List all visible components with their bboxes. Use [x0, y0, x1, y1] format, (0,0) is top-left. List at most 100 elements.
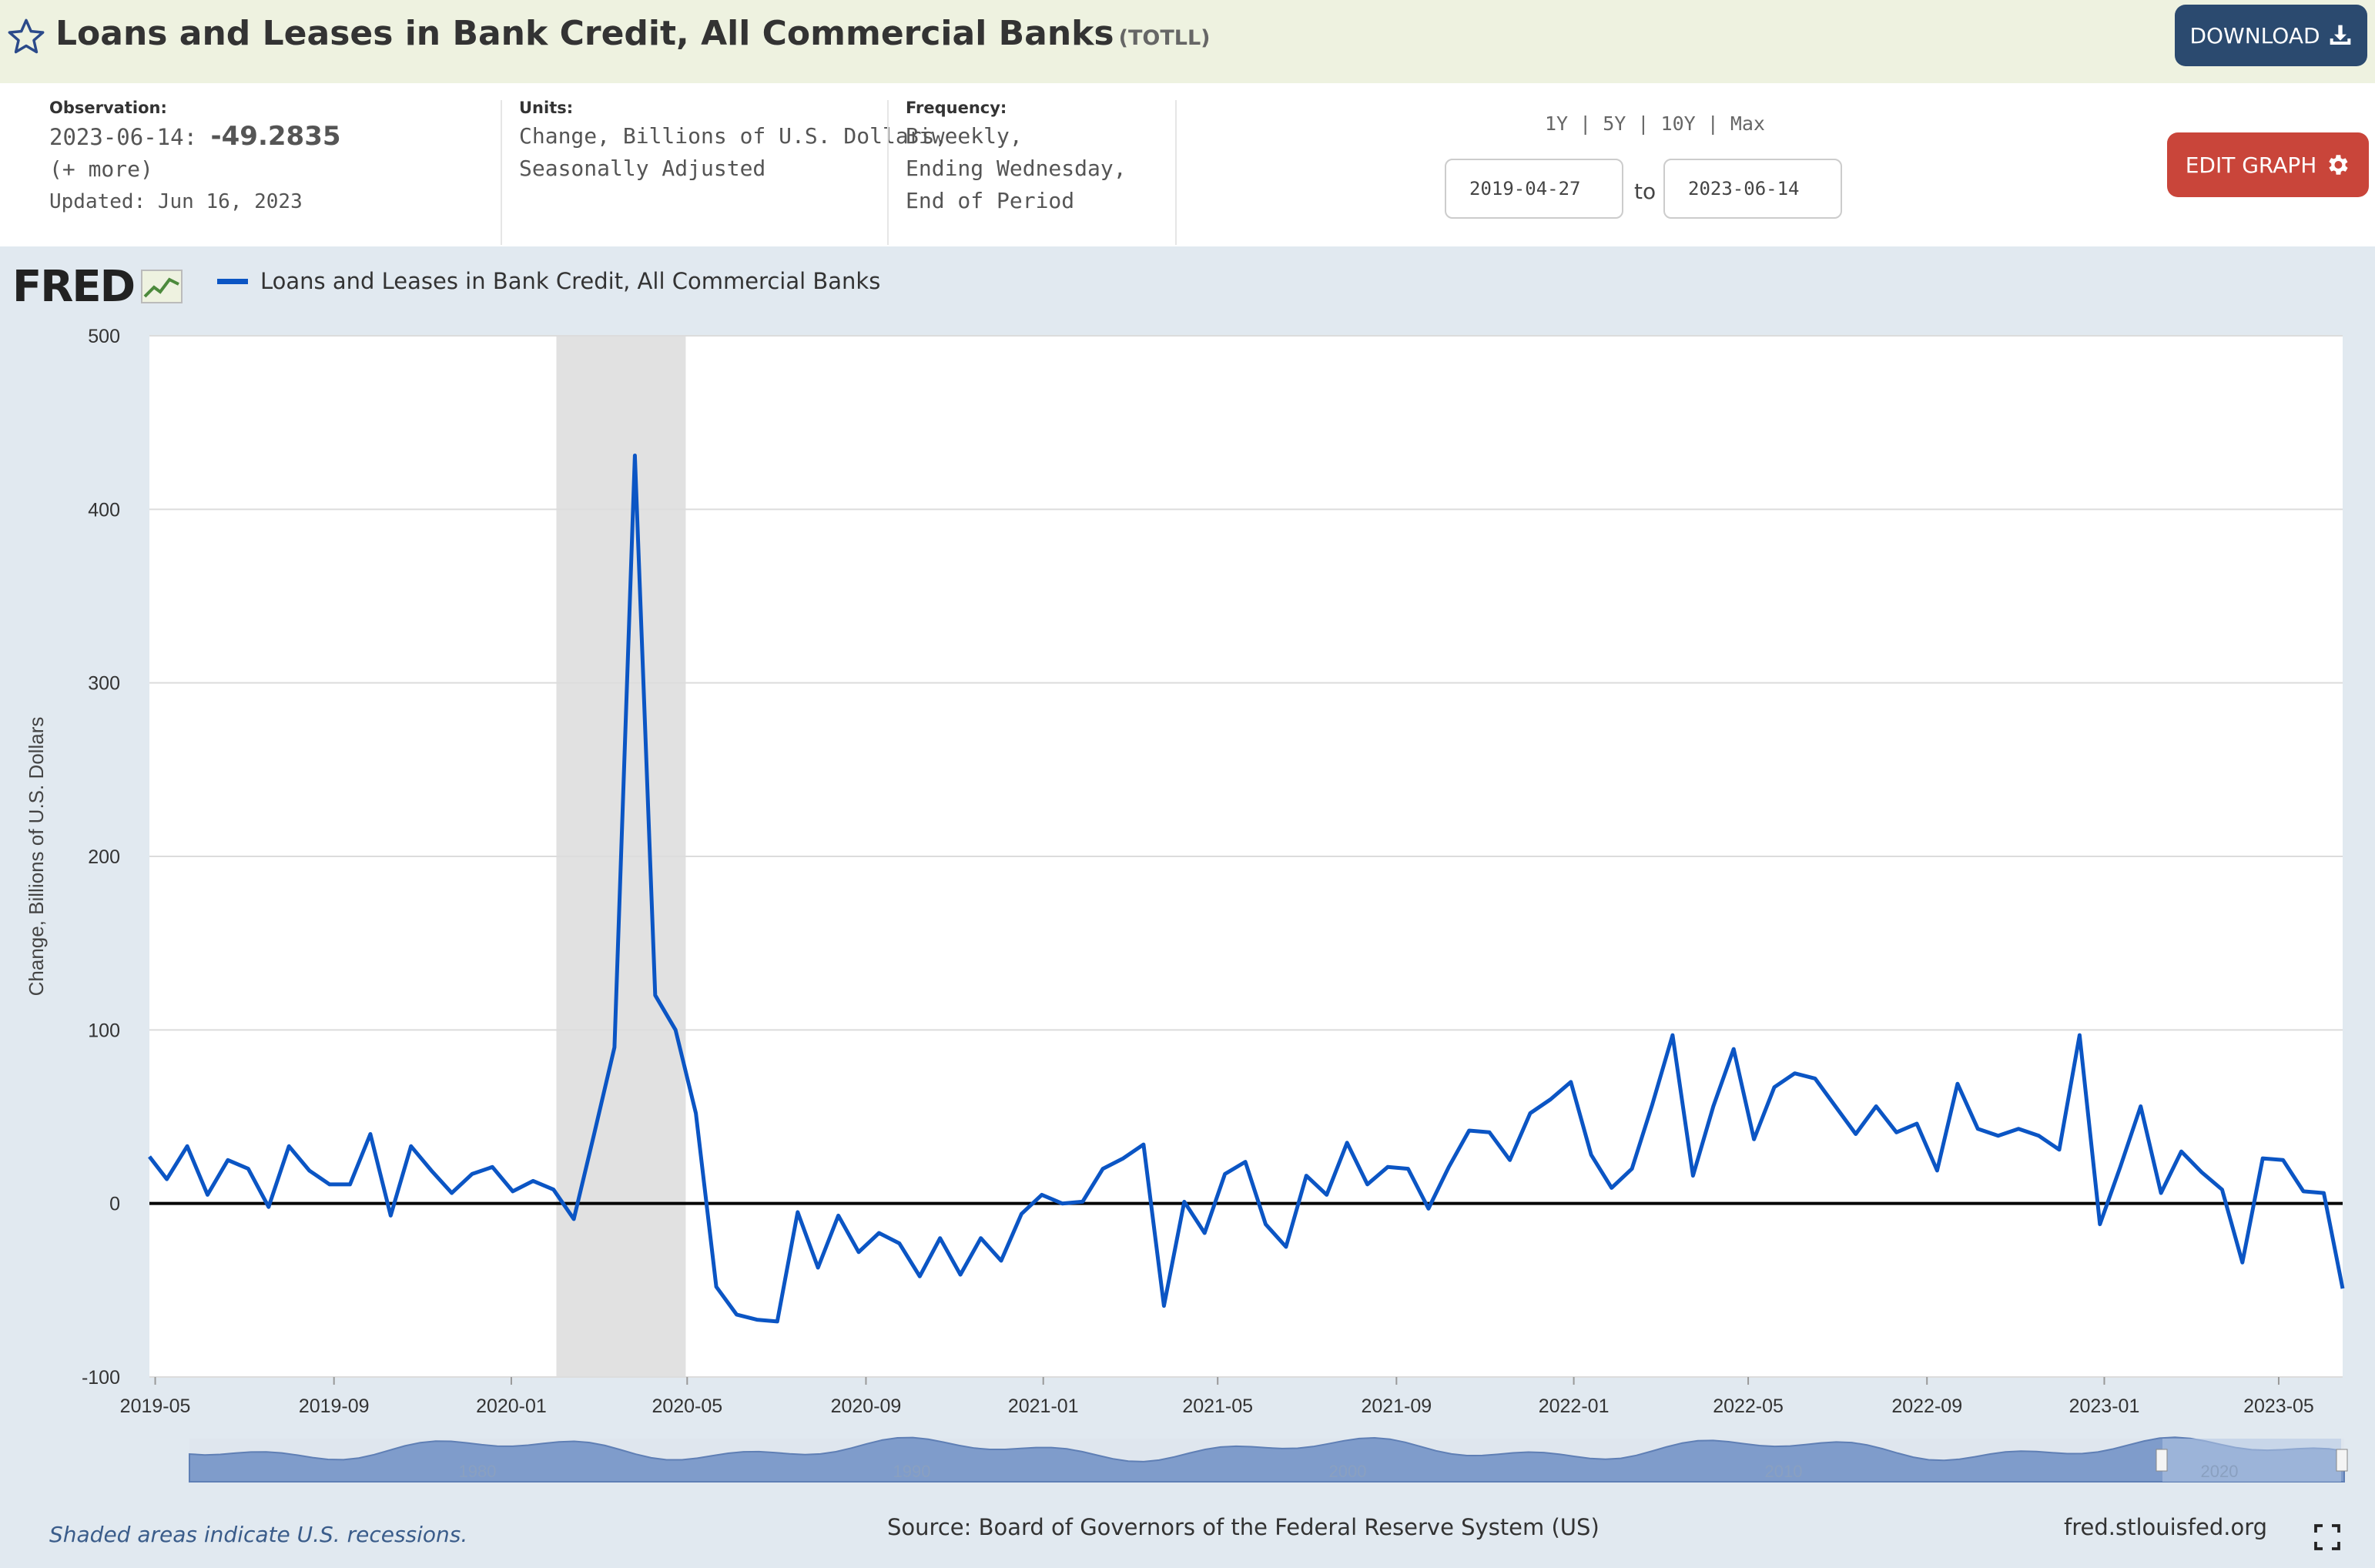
data-point [1547, 1096, 1553, 1102]
data-point [1975, 1126, 1981, 1132]
data-point [693, 1110, 699, 1116]
navigator-handle [2336, 1449, 2348, 1472]
navigator-label: 2000 [1329, 1462, 1367, 1481]
data-point [2280, 1157, 2286, 1163]
x-tick-label: 2023-05 [2243, 1395, 2314, 1417]
data-point [836, 1212, 842, 1218]
data-point [1873, 1103, 1879, 1109]
data-point [1629, 1166, 1635, 1172]
fullscreen-icon[interactable] [2313, 1523, 2341, 1551]
data-point [489, 1164, 495, 1170]
data-point [510, 1188, 516, 1194]
divider [887, 100, 889, 245]
recession-note: Shaded areas indicate U.S. recessions. [49, 1522, 468, 1547]
divider [1175, 100, 1177, 245]
data-point [937, 1235, 943, 1241]
units-block: Units: Change, Billions of U.S. Dollars,… [519, 99, 947, 185]
frequency-block: Frequency: Biweekly, Ending Wednesday, E… [906, 99, 1127, 217]
y-tick-label: 200 [88, 846, 120, 868]
data-point [916, 1273, 923, 1279]
data-point [2219, 1187, 2225, 1193]
data-point [1262, 1221, 1268, 1228]
data-point [1710, 1103, 1717, 1109]
start-date-input[interactable]: 2019-04-27 [1445, 159, 1623, 219]
download-button[interactable]: DOWNLOAD [2175, 5, 2367, 66]
data-point [1853, 1131, 1859, 1137]
units-line-1: Change, Billions of U.S. Dollars, [519, 123, 948, 149]
data-point [408, 1143, 414, 1149]
data-point [1100, 1166, 1106, 1172]
data-point [815, 1265, 821, 1271]
navigator-area [189, 1436, 2345, 1483]
more-link[interactable]: (+ more) [49, 156, 153, 182]
data-point [774, 1318, 780, 1325]
data-point [2340, 1285, 2346, 1292]
data-point [795, 1209, 801, 1215]
data-point [245, 1166, 251, 1172]
data-point [2138, 1103, 2144, 1109]
units-label: Units: [519, 99, 574, 117]
navigator-label: 2010 [1765, 1462, 1803, 1481]
data-point [1894, 1129, 1900, 1135]
to-label: to [1634, 179, 1656, 204]
data-point [733, 1312, 739, 1318]
data-point [1181, 1198, 1188, 1204]
x-tick-label: 2022-09 [1891, 1395, 1962, 1417]
chart-legend: Loans and Leases in Bank Credit, All Com… [217, 268, 880, 294]
fred-logo-text: FRED [12, 262, 136, 312]
fred-logo: FRED [12, 262, 183, 312]
chart-logo-icon [141, 270, 183, 303]
site-url[interactable]: fred.stlouisfed.org [2064, 1514, 2268, 1540]
data-point [1405, 1166, 1411, 1172]
series-title: Loans and Leases in Bank Credit, All Com… [55, 14, 1211, 53]
series-code: (TOTLL) [1118, 26, 1211, 50]
observation-block: Observation: 2023-06-14: -49.2835 (+ mor… [49, 99, 341, 218]
data-point [1832, 1103, 1838, 1109]
y-tick-label: 100 [88, 1020, 120, 1041]
series-title-text: Loans and Leases in Bank Credit, All Com… [55, 14, 1114, 53]
y-tick-label: -100 [82, 1367, 120, 1389]
data-point [1568, 1079, 1574, 1085]
download-icon [2330, 25, 2350, 45]
range-links[interactable]: 1Y | 5Y | 10Y | Max [1545, 112, 1765, 135]
data-point [1527, 1110, 1533, 1116]
frequency-line-1: Biweekly, [906, 123, 1023, 149]
observation-value: -49.2835 [210, 121, 341, 152]
data-point [2097, 1221, 2103, 1228]
data-point [1018, 1211, 1024, 1217]
data-point [387, 1212, 394, 1218]
data-point [2239, 1259, 2246, 1265]
data-point [225, 1157, 231, 1163]
data-point [652, 992, 658, 998]
series-line [148, 454, 2345, 1324]
data-point [347, 1181, 353, 1188]
data-point [1914, 1121, 1920, 1127]
x-tick-label: 2023-01 [2069, 1395, 2140, 1417]
star-icon[interactable] [6, 17, 46, 57]
data-point [1161, 1303, 1167, 1309]
y-tick-label: 300 [88, 673, 120, 695]
data-point [1771, 1084, 1777, 1091]
y-tick-label: 400 [88, 499, 120, 521]
data-point [367, 1131, 374, 1137]
observation-date: 2023-06-14: [49, 124, 198, 150]
edit-graph-button[interactable]: EDIT GRAPH [2167, 132, 2369, 197]
data-point [146, 1154, 152, 1160]
x-tick-label: 2020-01 [476, 1395, 547, 1417]
legend-label: Loans and Leases in Bank Credit, All Com… [260, 268, 881, 294]
data-point [2158, 1190, 2164, 1196]
data-point [1609, 1184, 1615, 1191]
x-tick-label: 2019-05 [120, 1395, 191, 1417]
data-point [1059, 1201, 1065, 1207]
data-point [1445, 1164, 1452, 1170]
data-point [1995, 1133, 2001, 1139]
data-point [1690, 1173, 1696, 1179]
data-point [2117, 1164, 2123, 1170]
data-point [2259, 1155, 2266, 1161]
download-label: DOWNLOAD [2189, 22, 2320, 49]
end-date-input[interactable]: 2023-06-14 [1663, 159, 1842, 219]
divider [501, 100, 502, 245]
observation-row: 2023-06-14: -49.2835 [49, 120, 341, 153]
x-tick-label: 2021-01 [1008, 1395, 1079, 1417]
